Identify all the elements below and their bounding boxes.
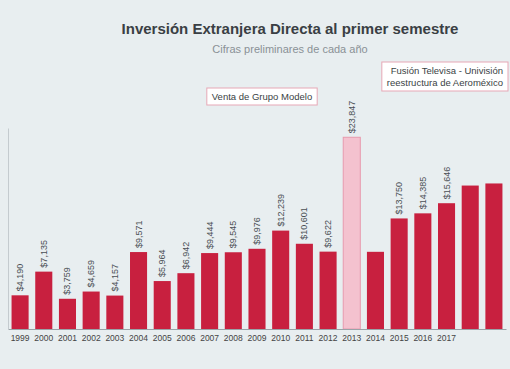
x-tick-label: 1999 bbox=[11, 333, 30, 343]
x-tick-label: 2015 bbox=[390, 333, 409, 343]
x-tick-label: 2007 bbox=[200, 333, 219, 343]
x-tick-label: 2001 bbox=[58, 333, 77, 343]
bar bbox=[59, 299, 76, 329]
x-tick-label: 2014 bbox=[366, 333, 385, 343]
title: Inversión Extranjera Directa al primer s… bbox=[122, 20, 459, 37]
x-tick-label: 2008 bbox=[224, 333, 243, 343]
data-label: $15,646 bbox=[442, 167, 452, 200]
bar bbox=[177, 273, 194, 329]
x-tick: 2015 bbox=[390, 329, 409, 343]
data-label: $4,190 bbox=[15, 264, 25, 292]
data-label: $3,759 bbox=[62, 267, 72, 295]
data-label: $7,135 bbox=[39, 240, 49, 268]
data-label: $13,750 bbox=[394, 182, 404, 215]
bar bbox=[320, 252, 337, 329]
x-tick: 2010 bbox=[271, 329, 290, 343]
x-tick: 2005 bbox=[153, 329, 172, 343]
x-tick: 2001 bbox=[58, 329, 77, 343]
x-tick-label: 2017 bbox=[437, 333, 456, 343]
data-label: $12,239 bbox=[276, 194, 286, 227]
x-tick: 2008 bbox=[224, 329, 243, 343]
bar bbox=[438, 203, 455, 329]
bar bbox=[130, 252, 147, 329]
x-tick-label: 2006 bbox=[176, 333, 195, 343]
x-tick-label: 2016 bbox=[413, 333, 432, 343]
x-tick: 2014 bbox=[366, 329, 385, 343]
data-label: $4,157 bbox=[110, 264, 120, 292]
x-tick: 2017 bbox=[437, 329, 456, 343]
bar bbox=[248, 249, 265, 329]
y-axis bbox=[8, 129, 9, 330]
data-label: $23,847 bbox=[347, 101, 357, 134]
annotation-box bbox=[382, 62, 508, 91]
bar bbox=[12, 295, 29, 329]
bar bbox=[201, 253, 218, 329]
bar bbox=[225, 252, 242, 329]
bar bbox=[83, 292, 100, 329]
data-label: $9,545 bbox=[228, 221, 238, 249]
x-tick: 2007 bbox=[200, 329, 219, 343]
x-tick-label: 2012 bbox=[319, 333, 338, 343]
x-tick-label: 2011 bbox=[295, 333, 314, 343]
data-label: $10,601 bbox=[299, 207, 309, 240]
x-tick: 2016 bbox=[413, 329, 432, 343]
x-tick-label: 2004 bbox=[129, 333, 148, 343]
bar bbox=[35, 272, 52, 329]
annotation: Venta de Grupo Modelo bbox=[207, 88, 317, 105]
bar bbox=[272, 231, 289, 329]
x-tick-label: 2009 bbox=[248, 333, 267, 343]
x-tick: 2002 bbox=[82, 329, 101, 343]
x-tick: 1999 bbox=[11, 329, 30, 343]
x-tick-label: 2000 bbox=[34, 333, 53, 343]
bar bbox=[343, 137, 360, 329]
x-tick: 2012 bbox=[319, 329, 338, 343]
x-tick: 2003 bbox=[105, 329, 124, 343]
bars bbox=[12, 137, 503, 329]
bar bbox=[367, 252, 384, 329]
bar bbox=[296, 244, 313, 329]
chart: Inversión Extranjera Directa al primer s… bbox=[0, 0, 510, 369]
annotation-box bbox=[207, 88, 317, 105]
x-tick: 2000 bbox=[34, 329, 53, 343]
x-tick: 2009 bbox=[248, 329, 267, 343]
annotation-text: Venta de Grupo Modelo bbox=[212, 91, 312, 102]
x-tick: 2004 bbox=[129, 329, 148, 343]
y-axis-line bbox=[8, 129, 9, 330]
x-axis: 1999 2000 2001 2002 2003 2004 2005 2006 2007 2008… bbox=[9, 329, 507, 343]
data-label: $6,942 bbox=[181, 242, 191, 270]
x-tick: 2006 bbox=[176, 329, 195, 343]
data-label: $9,976 bbox=[252, 217, 262, 245]
data-label: $9,444 bbox=[205, 222, 215, 250]
annotation-text: reestructura de Aeroméxico bbox=[387, 77, 503, 88]
bar bbox=[106, 296, 123, 329]
x-tick: 2013 bbox=[342, 329, 361, 343]
x-tick-label: 2013 bbox=[342, 333, 361, 343]
data-label: $5,964 bbox=[157, 250, 167, 278]
data-label: $9,571 bbox=[134, 221, 144, 249]
annotation-text: Fusión Televisa - Univisión bbox=[391, 65, 503, 76]
x-tick-label: 2010 bbox=[271, 333, 290, 343]
x-tick-label: 2005 bbox=[153, 333, 172, 343]
annotation: Fusión Televisa - Univisiónreestructura … bbox=[382, 62, 508, 91]
bar bbox=[391, 218, 408, 329]
data-labels: $4,190 $7,135 $3,759 $4,659 $4,157 $9,571 $5,9… bbox=[15, 101, 451, 295]
x-tick: 2011 bbox=[295, 329, 314, 343]
bar bbox=[485, 183, 502, 329]
x-tick-label: 2003 bbox=[105, 333, 124, 343]
data-label: $14,385 bbox=[418, 177, 428, 210]
bar bbox=[462, 186, 479, 329]
plot: 1999 2000 2001 2002 2003 2004 2005 2006 2007 2008… bbox=[9, 101, 507, 343]
data-label: $4,659 bbox=[86, 260, 96, 288]
data-label: $9,622 bbox=[323, 220, 333, 248]
x-tick-label: 2002 bbox=[82, 333, 101, 343]
bar bbox=[414, 213, 431, 329]
x-axis-line bbox=[9, 329, 507, 330]
subtitle: Cifras preliminares de cada año bbox=[212, 43, 367, 55]
bar bbox=[154, 281, 171, 329]
